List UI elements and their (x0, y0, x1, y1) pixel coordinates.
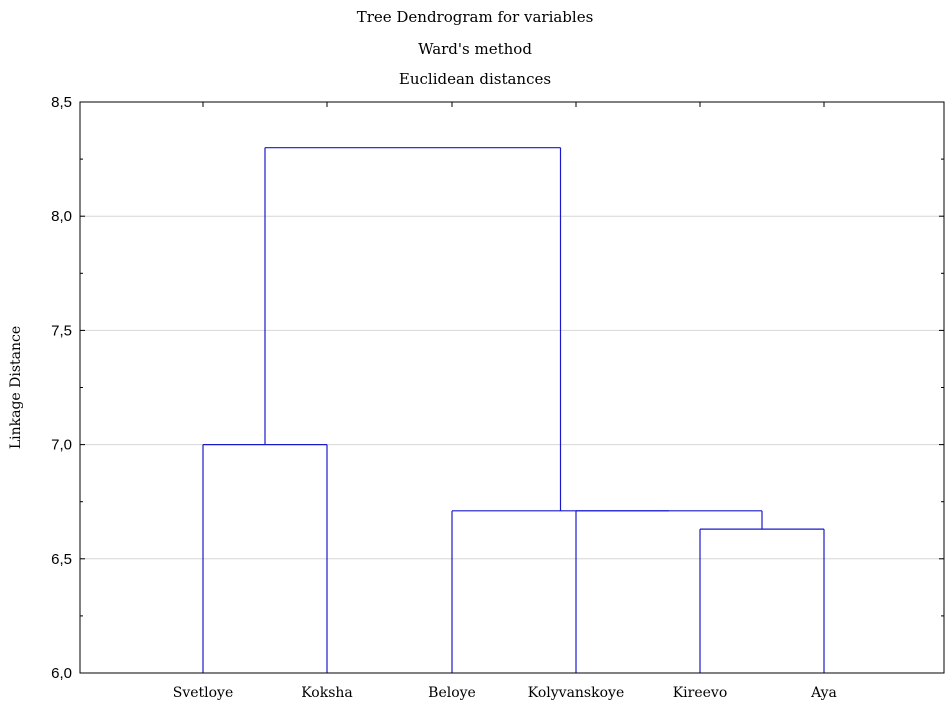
leaf-label-beloye: Beloye (428, 685, 476, 701)
chart-title: Tree Dendrogram for variables (357, 8, 594, 26)
leaf-label-aya: Aya (810, 685, 837, 701)
leaf-label-kireevo: Kireevo (673, 685, 728, 701)
y-tick-label: 6,5 (51, 551, 72, 568)
y-axis-title: Linkage Distance (8, 326, 24, 449)
y-tick-label: 7,0 (51, 437, 72, 454)
y-tick-label: 8,5 (51, 94, 72, 111)
chart-subtitle-distance: Euclidean distances (399, 70, 551, 88)
chart-titles: Tree Dendrogram for variables Ward's met… (357, 8, 594, 88)
y-tick-label: 7,5 (51, 322, 72, 339)
plot-frame (79, 101, 945, 674)
x-axis: Svetloye Koksha Beloye Kolyvanskoye Kireevo A… (173, 102, 837, 701)
y-tick-label: 8,0 (51, 208, 72, 225)
chart-subtitle-method: Ward's method (418, 40, 532, 58)
leaf-label-svetloye: Svetloye (173, 685, 234, 701)
leaf-label-kolyvanskoye: Kolyvanskoye (528, 685, 624, 701)
y-tick-label: 6,0 (51, 665, 72, 682)
y-axis: 6,0 6,5 7,0 7,5 8,0 8,5 (51, 94, 944, 682)
gridlines (80, 215, 944, 560)
leaf-label-koksha: Koksha (301, 685, 353, 701)
dendrogram-links (202, 147, 825, 673)
